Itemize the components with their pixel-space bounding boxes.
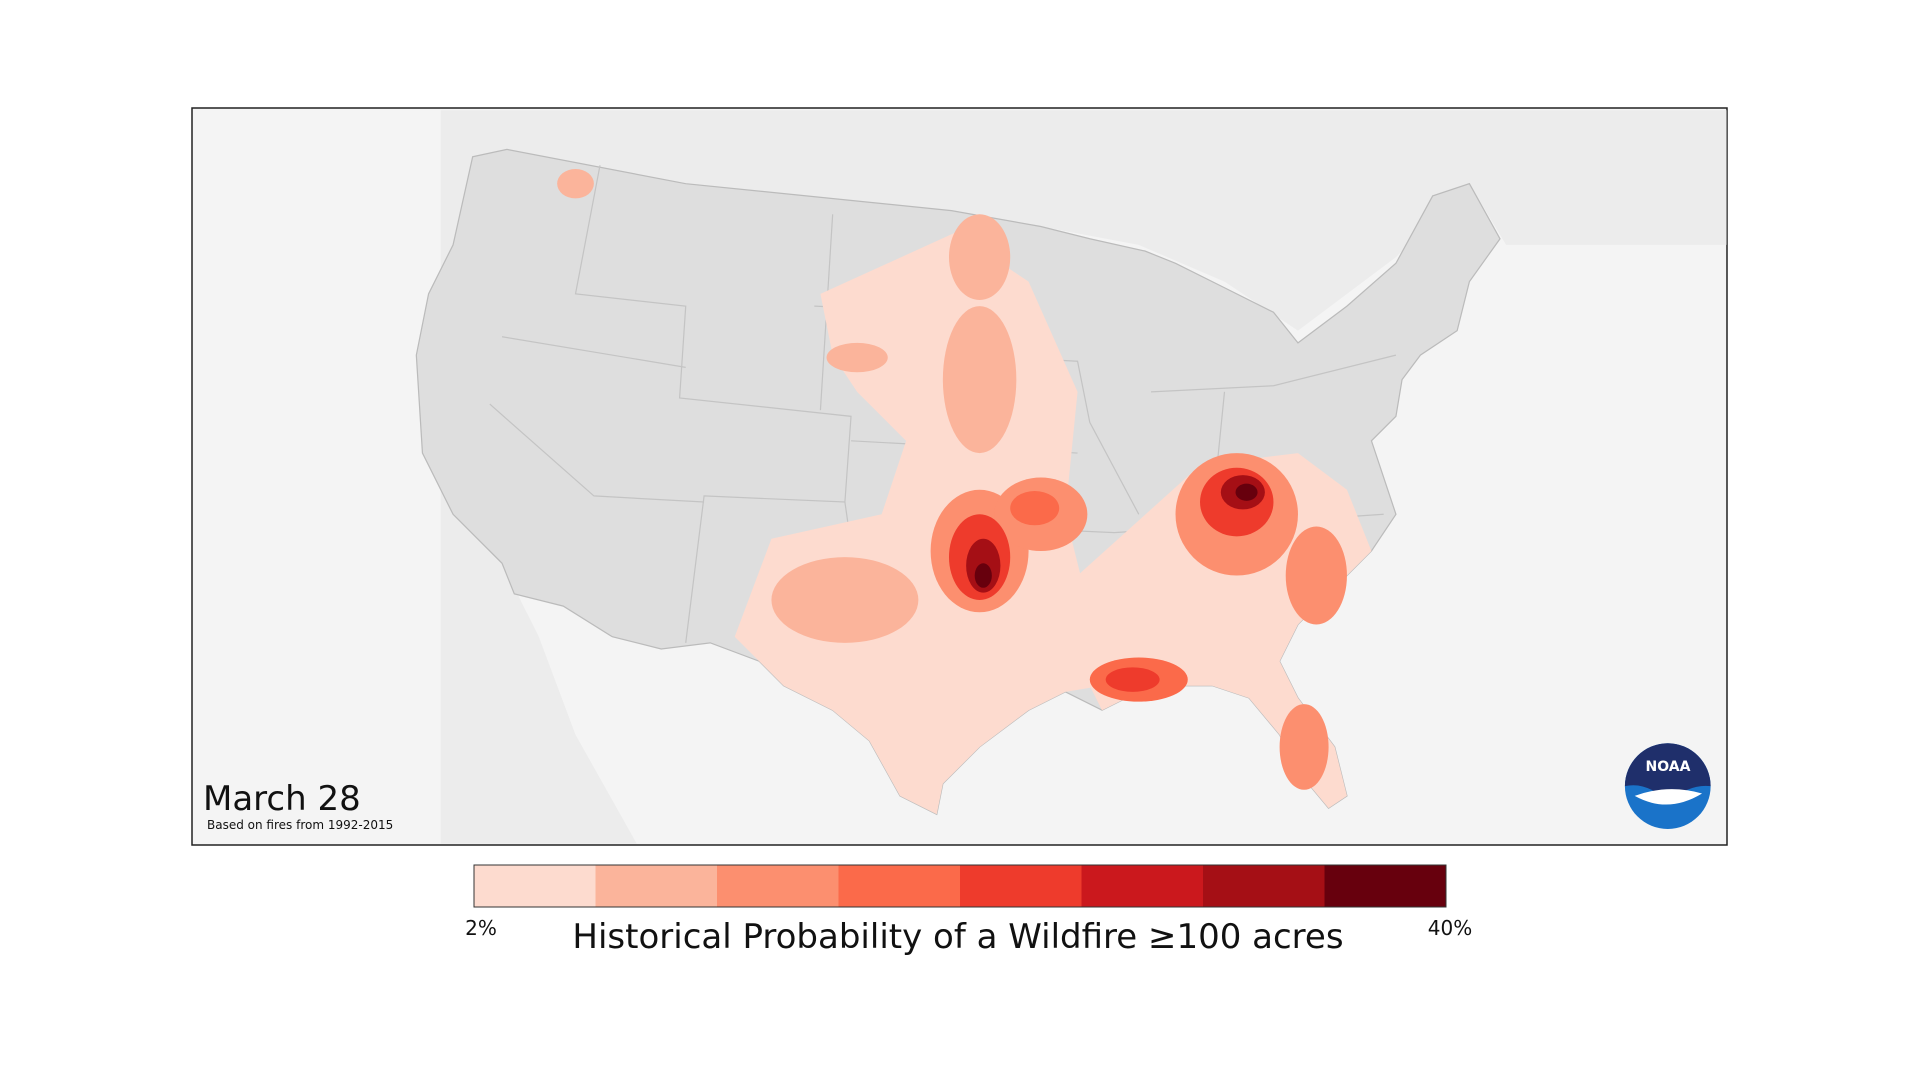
legend-frame <box>473 864 1447 908</box>
surrounding-land <box>416 110 1727 844</box>
legend-swatch <box>717 865 839 907</box>
legend-swatch <box>960 865 1082 907</box>
probability-shading <box>557 168 1372 815</box>
legend-swatch <box>595 865 718 907</box>
legend-swatch <box>1324 865 1447 907</box>
noaa-logo <box>1624 743 1711 829</box>
date-label: March 28 <box>203 779 361 819</box>
legend-min-label: 2% <box>465 916 497 940</box>
map-layer <box>415 110 1727 844</box>
legend-swatch <box>1203 865 1325 907</box>
legend-title: Historical Probability of a Wildfire ≥10… <box>572 917 1343 957</box>
note: Based on fires from 1992-2015 <box>207 818 393 832</box>
legend <box>474 865 1447 907</box>
legend-swatch <box>474 865 596 907</box>
logo-text: NOAA <box>1646 759 1691 775</box>
legend-swatch <box>1081 865 1204 907</box>
legend-swatch <box>838 865 961 907</box>
legend-max-label: 40% <box>1428 916 1472 940</box>
